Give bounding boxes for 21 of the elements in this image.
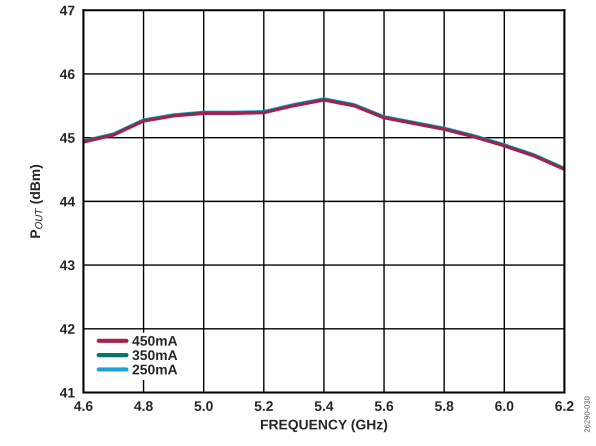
y-tick-label: 45 (60, 133, 75, 143)
y-axis-title: P$_{OUT}$ (dBm) (30, 164, 43, 238)
y-tick-label: 42 (60, 324, 75, 334)
x-tick-label: 5.4 (314, 401, 334, 412)
x-tick-label: 5.6 (374, 401, 394, 412)
y-tick-label: 46 (60, 69, 75, 80)
y-tick-label: 44 (60, 196, 76, 206)
legend-label: 450mA (132, 336, 178, 346)
x-tick-label: 5.8 (434, 401, 454, 412)
x-axis-title: FREQUENCY (GHz) (260, 419, 388, 432)
x-tick-label: 6.2 (555, 401, 574, 412)
y-tick-label: 43 (60, 260, 75, 270)
legend-label: 250mA (132, 364, 178, 374)
x-tick-label: 4.8 (134, 401, 153, 412)
x-tick-label: 5.0 (194, 401, 213, 412)
x-tick-label: 6.0 (495, 401, 514, 412)
y-tick-label: 41 (60, 388, 75, 398)
x-tick-label: 5.2 (254, 401, 273, 412)
legend-label: 350mA (132, 350, 178, 360)
x-tick-label: 4.6 (74, 401, 93, 412)
y-tick-label: 47 (60, 6, 74, 16)
